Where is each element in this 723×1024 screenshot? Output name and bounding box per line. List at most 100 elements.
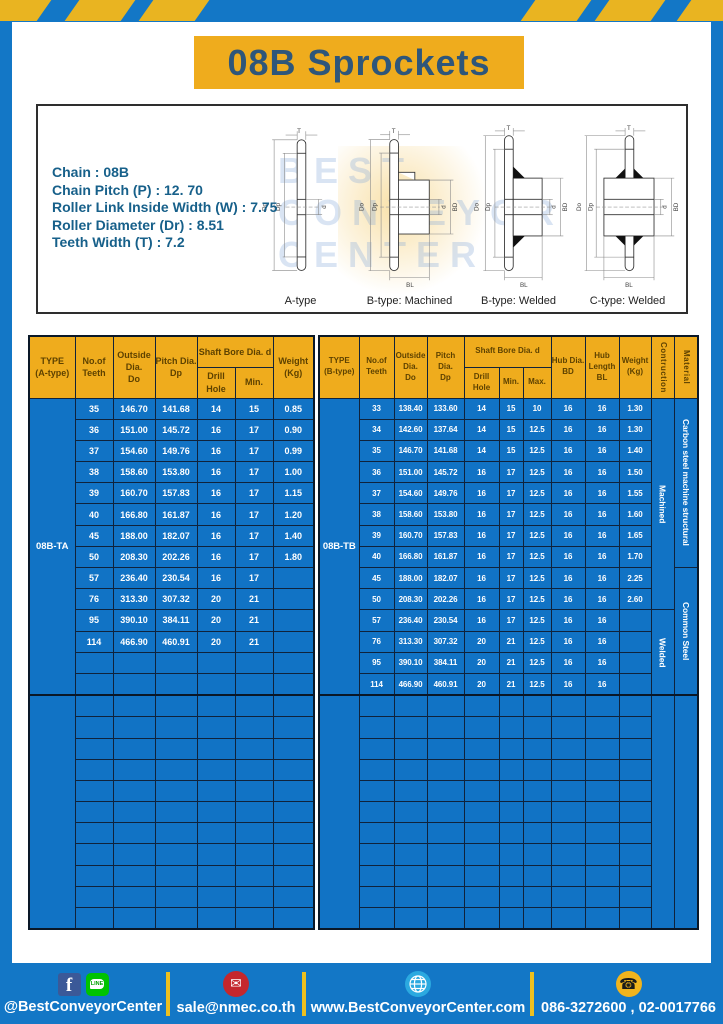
table-cell: [393, 737, 428, 760]
table-cell: [272, 630, 315, 653]
table-cell: 12.5: [522, 672, 552, 696]
col-header-outside-dia: Outside Dia. Do: [393, 335, 428, 399]
table-cell: [74, 758, 114, 781]
table-cell: 16: [550, 439, 586, 463]
table-cell: 16: [550, 503, 586, 526]
svg-text:Dp: Dp: [485, 203, 492, 212]
footer-divider: [530, 971, 534, 1016]
table-cell: [358, 822, 395, 845]
sprocket-drawing: T Do Dp: [575, 125, 679, 289]
diagram-b-type-machined: T Do Dp d: [355, 110, 464, 312]
table-cell: 208.30: [112, 545, 156, 569]
table-cell: [154, 716, 198, 739]
table-cell: 12.5: [522, 545, 552, 569]
table-cell: [358, 758, 395, 781]
table-cell: 146.70: [393, 439, 428, 463]
table-cell: [463, 694, 500, 718]
table-cell: 133.60: [426, 397, 465, 420]
table-cell: [234, 758, 274, 781]
table-header-row: Drill Hole Min. Max.: [319, 366, 698, 399]
table-cell: 21: [498, 651, 524, 674]
table-cell: [112, 822, 156, 845]
table-cell: 182.07: [154, 524, 198, 547]
table-cell: [584, 843, 620, 866]
table-cell: 313.30: [393, 630, 428, 653]
table-row: 76 313.30 307.32 20 21: [29, 588, 315, 611]
col-header-shaft-bore: Shaft Bore Dia. d: [196, 335, 274, 368]
table-cell: 38: [74, 461, 114, 484]
table-cell: [498, 864, 524, 887]
table-cell: [498, 758, 524, 781]
table-row: [29, 672, 315, 696]
table-row: 08B-TB 33 138.40 133.60 14 15 10 16 16 1.30 Machin…: [318, 397, 699, 696]
social-handle: @BestConveyorCenter: [3, 998, 163, 1015]
table-cell: [196, 885, 236, 909]
table-row: [29, 864, 315, 887]
table-cell: 0.85: [272, 397, 315, 420]
table-cell: 16: [196, 545, 236, 569]
table-cell: [234, 822, 274, 845]
table-cell: [358, 907, 395, 930]
table-cell: 307.32: [426, 630, 465, 653]
table-cell: [112, 864, 156, 887]
table-cell: [196, 651, 236, 674]
table-cell: [234, 779, 274, 803]
table-cell: [234, 864, 274, 887]
table-cell: [426, 907, 465, 930]
table-cell: [234, 672, 274, 696]
sprocket-drawing: T Do Dp d: [473, 125, 569, 289]
table-cell: 149.76: [426, 482, 465, 505]
svg-text:T: T: [506, 125, 510, 132]
table-cell: 1.15: [272, 482, 315, 505]
table-cell: 307.32: [154, 588, 198, 611]
table-cell: 16: [584, 630, 620, 653]
table-cell: 2.60: [618, 588, 652, 611]
table-cell: [618, 843, 652, 866]
table-cell: [112, 651, 156, 674]
table-cell: 313.30: [112, 588, 156, 611]
footer-phone: ☎ 086-3272600 , 02-0017766: [534, 971, 723, 1016]
table-cell: 16: [463, 482, 500, 505]
col-header-pitch-dia: Pitch Dia. Dp: [154, 335, 198, 399]
table-cell: [550, 758, 586, 781]
table-cell: 21: [234, 609, 274, 632]
material-cell: [673, 694, 699, 930]
table-cell: [618, 737, 652, 760]
table-cell: 12.5: [522, 651, 552, 674]
diagram-a-type: T Do Dp d A-type: [246, 110, 355, 312]
table-header-row: TYPE (A-type) No.of Teeth Outside Dia. D…: [28, 335, 315, 399]
svg-text:Do: Do: [575, 203, 582, 212]
table-cell: 16: [463, 545, 500, 569]
type-group-cell: 08B-TB: [318, 397, 360, 696]
table-cell: 36: [358, 461, 395, 484]
table-cell: [112, 737, 156, 760]
table-header-row: Drill Hole Min.: [29, 366, 314, 399]
table-cell: [74, 779, 114, 803]
table-cell: [196, 801, 236, 824]
table-cell: 12.5: [522, 461, 552, 484]
table-cell: 16: [550, 566, 586, 590]
table-cell: [584, 737, 620, 760]
table-cell: [498, 822, 524, 845]
table-cell: [234, 716, 274, 739]
table-cell: [426, 779, 465, 803]
table-cell: 154.60: [393, 482, 428, 505]
table-cell: 33: [358, 397, 395, 420]
table-cell: [272, 885, 315, 909]
table-cell: [584, 864, 620, 887]
table-cell: [272, 588, 315, 611]
title-banner: 08B Sprockets: [194, 36, 524, 89]
svg-text:BL: BL: [519, 282, 527, 289]
table-cell: [196, 843, 236, 866]
col-header-max: Max.: [522, 366, 552, 399]
table-cell: 17: [498, 503, 524, 526]
type-group-cell: [318, 694, 360, 930]
table-cell: [272, 651, 315, 674]
table-row: [29, 801, 315, 824]
phone-glyph: ☎: [619, 975, 638, 993]
table-cell: 15: [498, 439, 524, 463]
table-cell: [393, 779, 428, 803]
col-header-teeth: No.of Teeth: [74, 335, 114, 399]
table-cell: 17: [498, 524, 524, 547]
table-cell: 16: [584, 418, 620, 441]
